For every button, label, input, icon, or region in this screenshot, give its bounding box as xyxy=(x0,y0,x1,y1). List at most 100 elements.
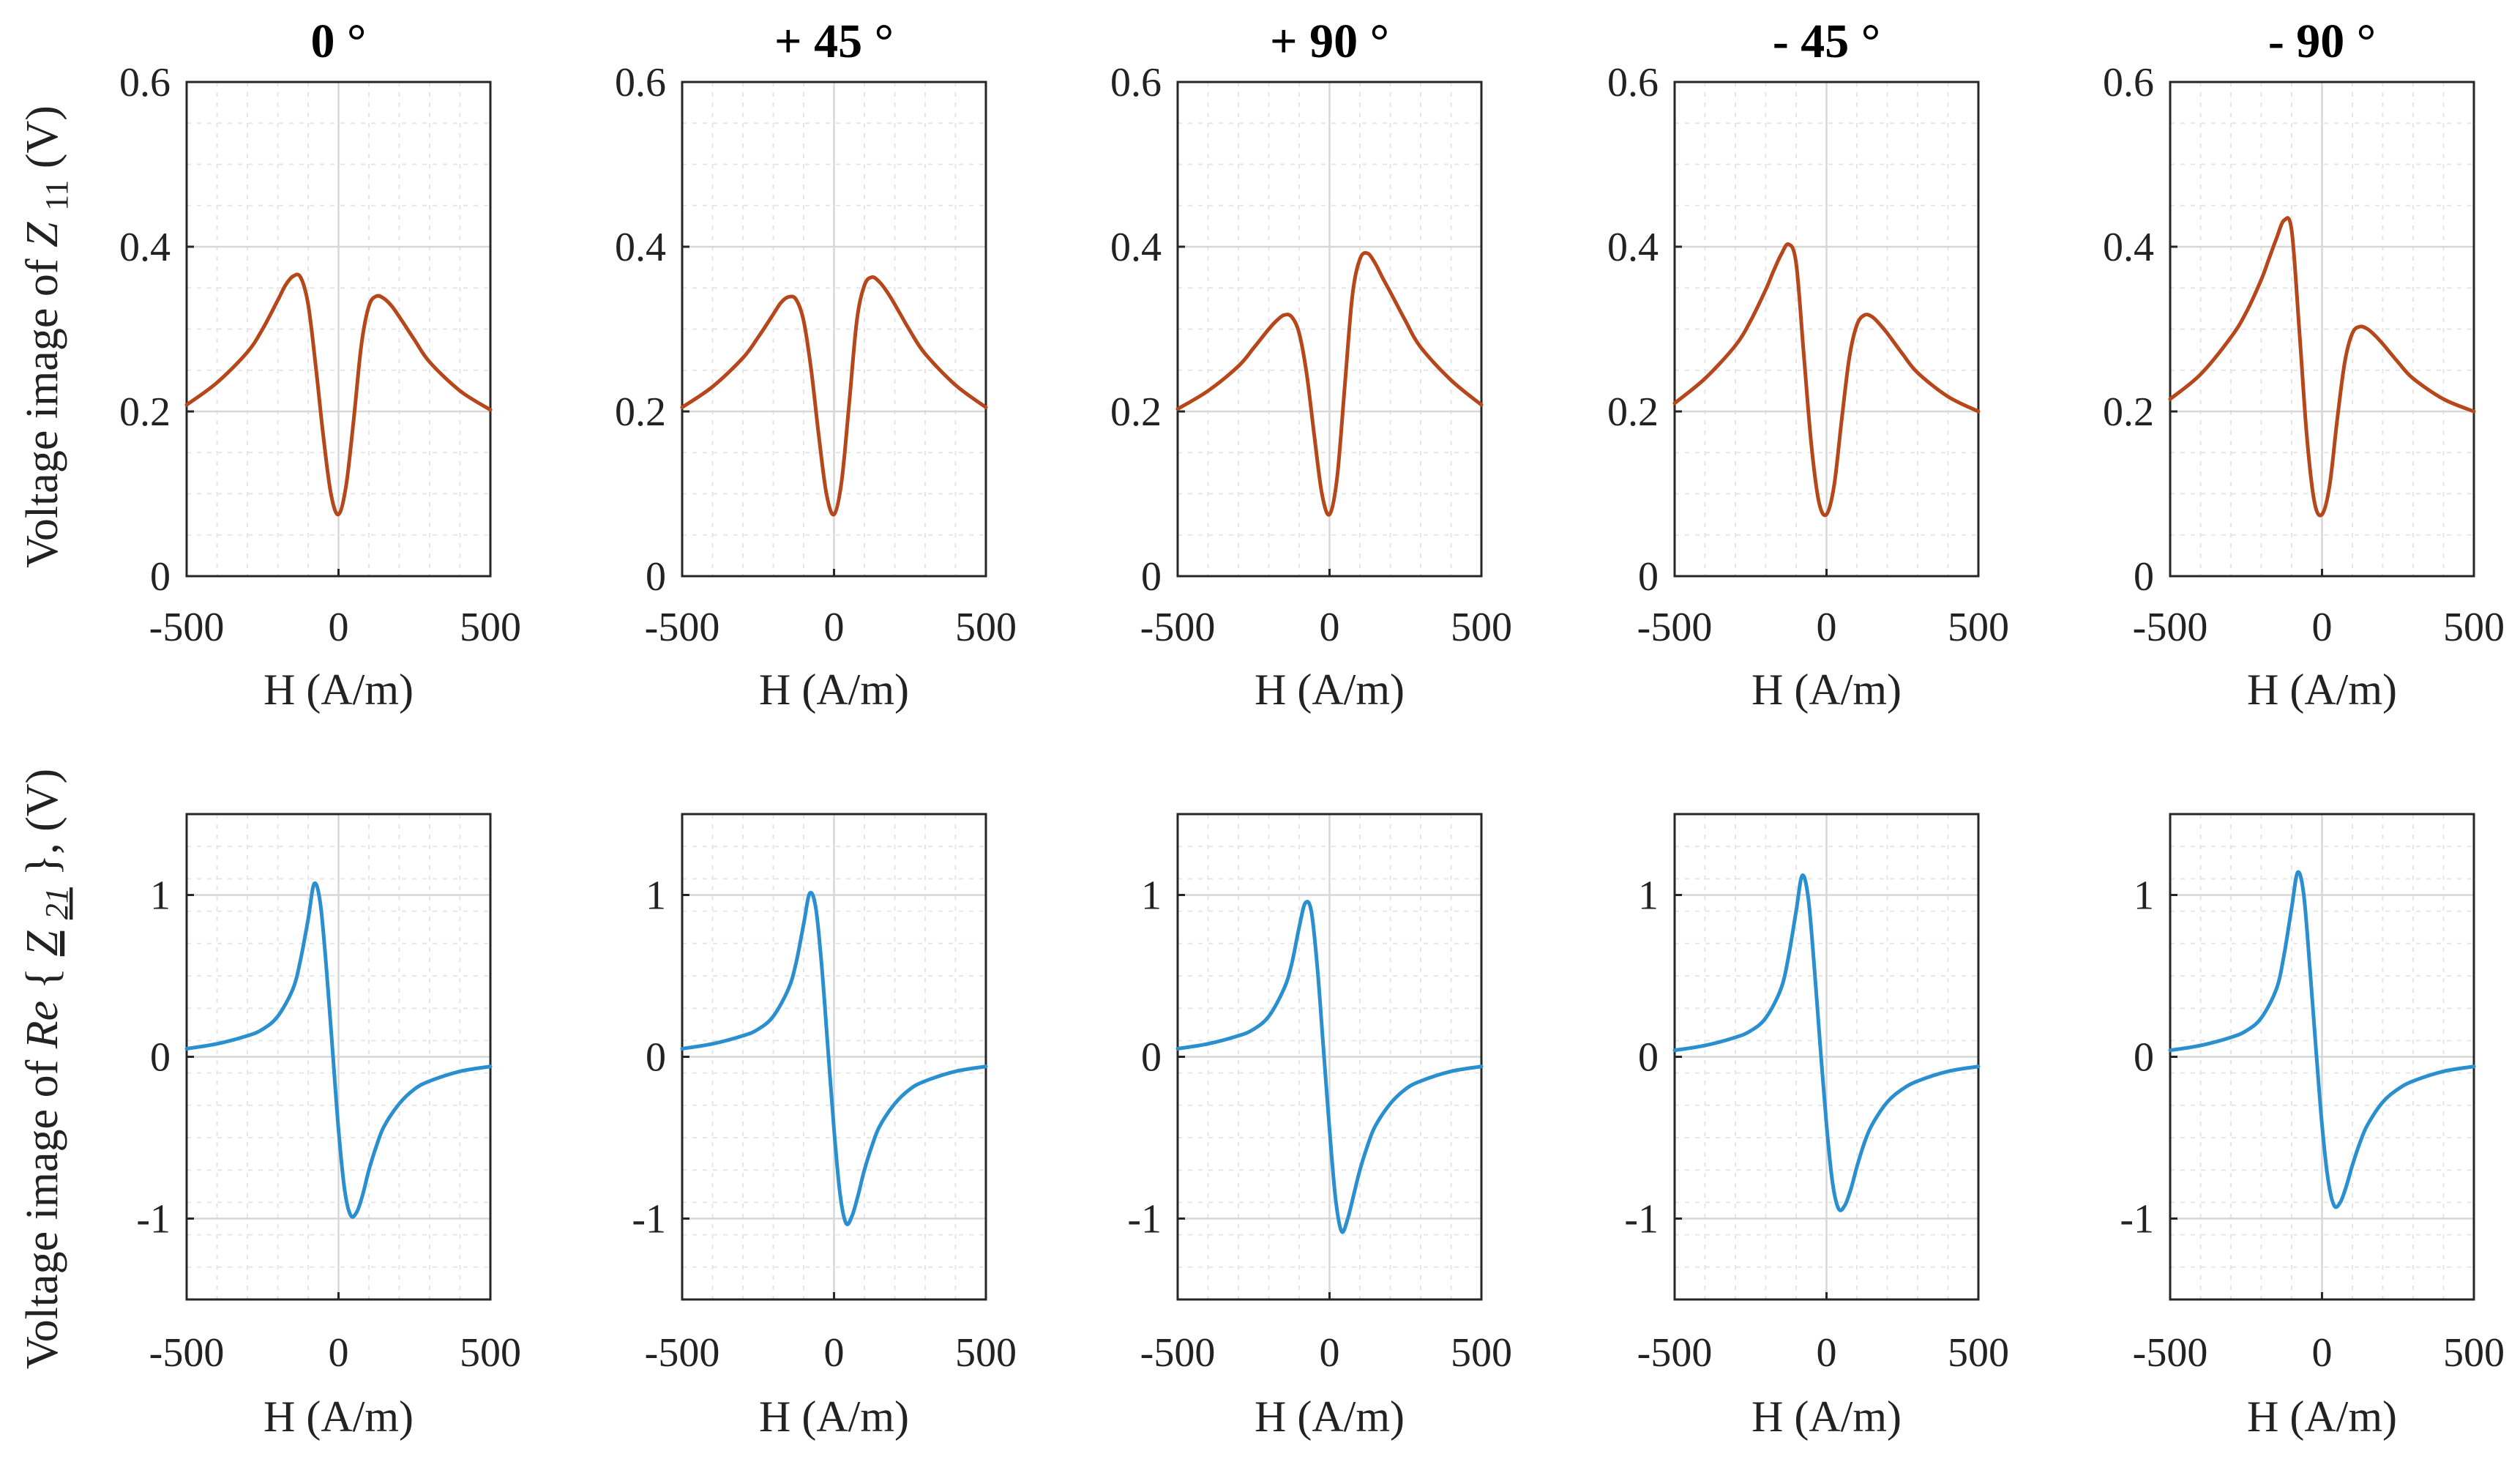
x-tick-label: 0 xyxy=(2312,605,2333,650)
x-tick-label: -500 xyxy=(149,605,225,650)
y-tick-label: -1 xyxy=(136,1197,171,1242)
y-tick-label: 0 xyxy=(150,554,171,600)
y-axis-label-bottom-re: Re xyxy=(18,1001,67,1049)
x-axis-label: H (A/m) xyxy=(2247,665,2397,714)
x-tick-label: 500 xyxy=(1948,605,2009,650)
x-tick-label: -500 xyxy=(645,605,720,650)
y-tick-label: 0.2 xyxy=(2103,389,2154,435)
y-tick-label: 0.6 xyxy=(615,60,666,105)
series-line-top xyxy=(184,272,493,517)
x-tick-label: -500 xyxy=(1637,1330,1713,1376)
y-tick-label: 0.4 xyxy=(615,225,666,270)
x-tick-label: -500 xyxy=(1140,1330,1216,1376)
x-axis-label: H (A/m) xyxy=(1751,1392,1902,1441)
subplot-grid: -500 0 500 0 0.2 0.4 0.6 H (A/m) 0 ° -500 0 500 0 0.2… xyxy=(119,15,2505,1441)
column-title: 0 ° xyxy=(311,15,367,68)
panel-bottom-1: -500 0 500 -1 0 1 H (A/m) xyxy=(136,813,521,1441)
x-tick-label: 500 xyxy=(1451,1330,1512,1376)
series-line-top xyxy=(1672,242,1981,518)
y-tick-label: 0.4 xyxy=(2103,225,2154,270)
y-tick-label: 0.4 xyxy=(1110,225,1162,270)
x-tick-label: 500 xyxy=(955,1330,1017,1376)
y-axis-label-top: Voltage image of Z 11 (V) xyxy=(18,105,78,568)
panel-bottom-2: -500 0 500 -1 0 1 H (A/m) xyxy=(632,813,1017,1441)
y-axis-label-bottom-suffix: (V) xyxy=(18,769,67,832)
y-axis-label-bottom: Voltage image of Re { Z 21 }, (V) xyxy=(18,769,78,1369)
y-tick-label: 0.2 xyxy=(1110,389,1162,435)
x-tick-label: 500 xyxy=(955,605,1017,650)
series-line-top xyxy=(680,275,988,517)
y-tick-label: 0.4 xyxy=(119,225,171,270)
y-tick-label: 0.4 xyxy=(1607,225,1659,270)
y-axis-label-bottom-open-brace: { xyxy=(18,968,67,990)
x-tick-label: 0 xyxy=(1817,605,1837,650)
y-axis-label-top-suffix: (V) xyxy=(18,105,67,168)
series-line-top xyxy=(1175,250,1484,517)
y-tick-label: 0 xyxy=(1638,1035,1659,1081)
x-tick-label: 500 xyxy=(2443,605,2505,650)
x-tick-label: 0 xyxy=(329,1330,349,1376)
x-axis-label: H (A/m) xyxy=(2247,1392,2397,1441)
panel-top-5: -500 0 500 0 0.2 0.4 0.6 H (A/m) - 90 ° xyxy=(2103,15,2505,714)
y-tick-label: 0 xyxy=(1141,1035,1162,1081)
panel-top-1: -500 0 500 0 0.2 0.4 0.6 H (A/m) 0 ° xyxy=(119,15,521,714)
column-title: + 90 ° xyxy=(1270,15,1389,68)
series-line-bottom xyxy=(680,890,988,1226)
y-tick-label: 0.2 xyxy=(615,389,666,435)
series-line-bottom xyxy=(1175,900,1484,1234)
y-tick-label: 0 xyxy=(2134,554,2154,600)
y-axis-label-bottom-symbol: Z xyxy=(18,930,67,956)
x-tick-label: 0 xyxy=(2312,1330,2333,1376)
column-title: - 90 ° xyxy=(2268,15,2376,68)
x-axis-label: H (A/m) xyxy=(1751,665,1902,714)
series-line-bottom xyxy=(1672,873,1981,1212)
x-tick-label: -500 xyxy=(1637,605,1713,650)
y-tick-label: 1 xyxy=(646,873,666,919)
x-tick-label: 500 xyxy=(460,1330,521,1376)
y-tick-label: 0.6 xyxy=(119,60,171,105)
x-tick-label: 500 xyxy=(2443,1330,2505,1376)
y-tick-label: -1 xyxy=(2120,1197,2154,1242)
x-tick-label: 500 xyxy=(460,605,521,650)
x-tick-label: 0 xyxy=(329,605,349,650)
x-tick-label: 0 xyxy=(1817,1330,1837,1376)
x-axis-label: H (A/m) xyxy=(759,665,909,714)
y-tick-label: 0.2 xyxy=(1607,389,1659,435)
x-axis-label: H (A/m) xyxy=(1255,1392,1405,1441)
y-axis-label-top-prefix: Voltage image of xyxy=(18,247,67,568)
y-tick-label: 0 xyxy=(2134,1035,2154,1081)
y-tick-label: -1 xyxy=(632,1197,666,1242)
y-tick-label: 1 xyxy=(150,873,171,919)
x-axis-label: H (A/m) xyxy=(759,1392,909,1441)
y-tick-label: -1 xyxy=(1624,1197,1659,1242)
y-tick-label: 0 xyxy=(646,554,666,600)
x-tick-label: 500 xyxy=(1948,1330,2009,1376)
panel-bottom-3: -500 0 500 -1 0 1 H (A/m) xyxy=(1127,813,1512,1441)
x-tick-label: -500 xyxy=(645,1330,720,1376)
y-axis-label-top-symbol: Z xyxy=(18,222,67,247)
x-axis-label: H (A/m) xyxy=(1255,665,1405,714)
y-tick-label: 0 xyxy=(150,1035,171,1081)
column-title: + 45 ° xyxy=(774,15,894,68)
y-tick-label: 0.6 xyxy=(1607,60,1659,105)
panel-bottom-5: -500 0 500 -1 0 1 H (A/m) xyxy=(2120,813,2505,1441)
y-tick-label: 1 xyxy=(1141,873,1162,919)
series-line-bottom xyxy=(184,881,493,1219)
x-tick-label: -500 xyxy=(2133,605,2208,650)
x-tick-label: -500 xyxy=(2133,1330,2208,1376)
x-tick-label: 0 xyxy=(824,1330,845,1376)
y-tick-label: 0 xyxy=(1141,554,1162,600)
y-tick-label: 0.6 xyxy=(1110,60,1162,105)
y-tick-label: 0.2 xyxy=(119,389,171,435)
y-tick-label: 0 xyxy=(646,1035,666,1081)
y-tick-label: -1 xyxy=(1127,1197,1162,1242)
x-tick-label: 500 xyxy=(1451,605,1512,650)
x-axis-label: H (A/m) xyxy=(263,665,414,714)
y-axis-label-top-subscript: 11 xyxy=(39,180,75,211)
y-axis-label-bottom-prefix: Voltage image of xyxy=(18,1048,67,1369)
x-tick-label: 0 xyxy=(1320,1330,1340,1376)
series-line-bottom xyxy=(2168,870,2476,1209)
series-line-top xyxy=(2168,216,2476,518)
y-tick-label: 1 xyxy=(2134,873,2154,919)
x-tick-label: 0 xyxy=(1320,605,1340,650)
